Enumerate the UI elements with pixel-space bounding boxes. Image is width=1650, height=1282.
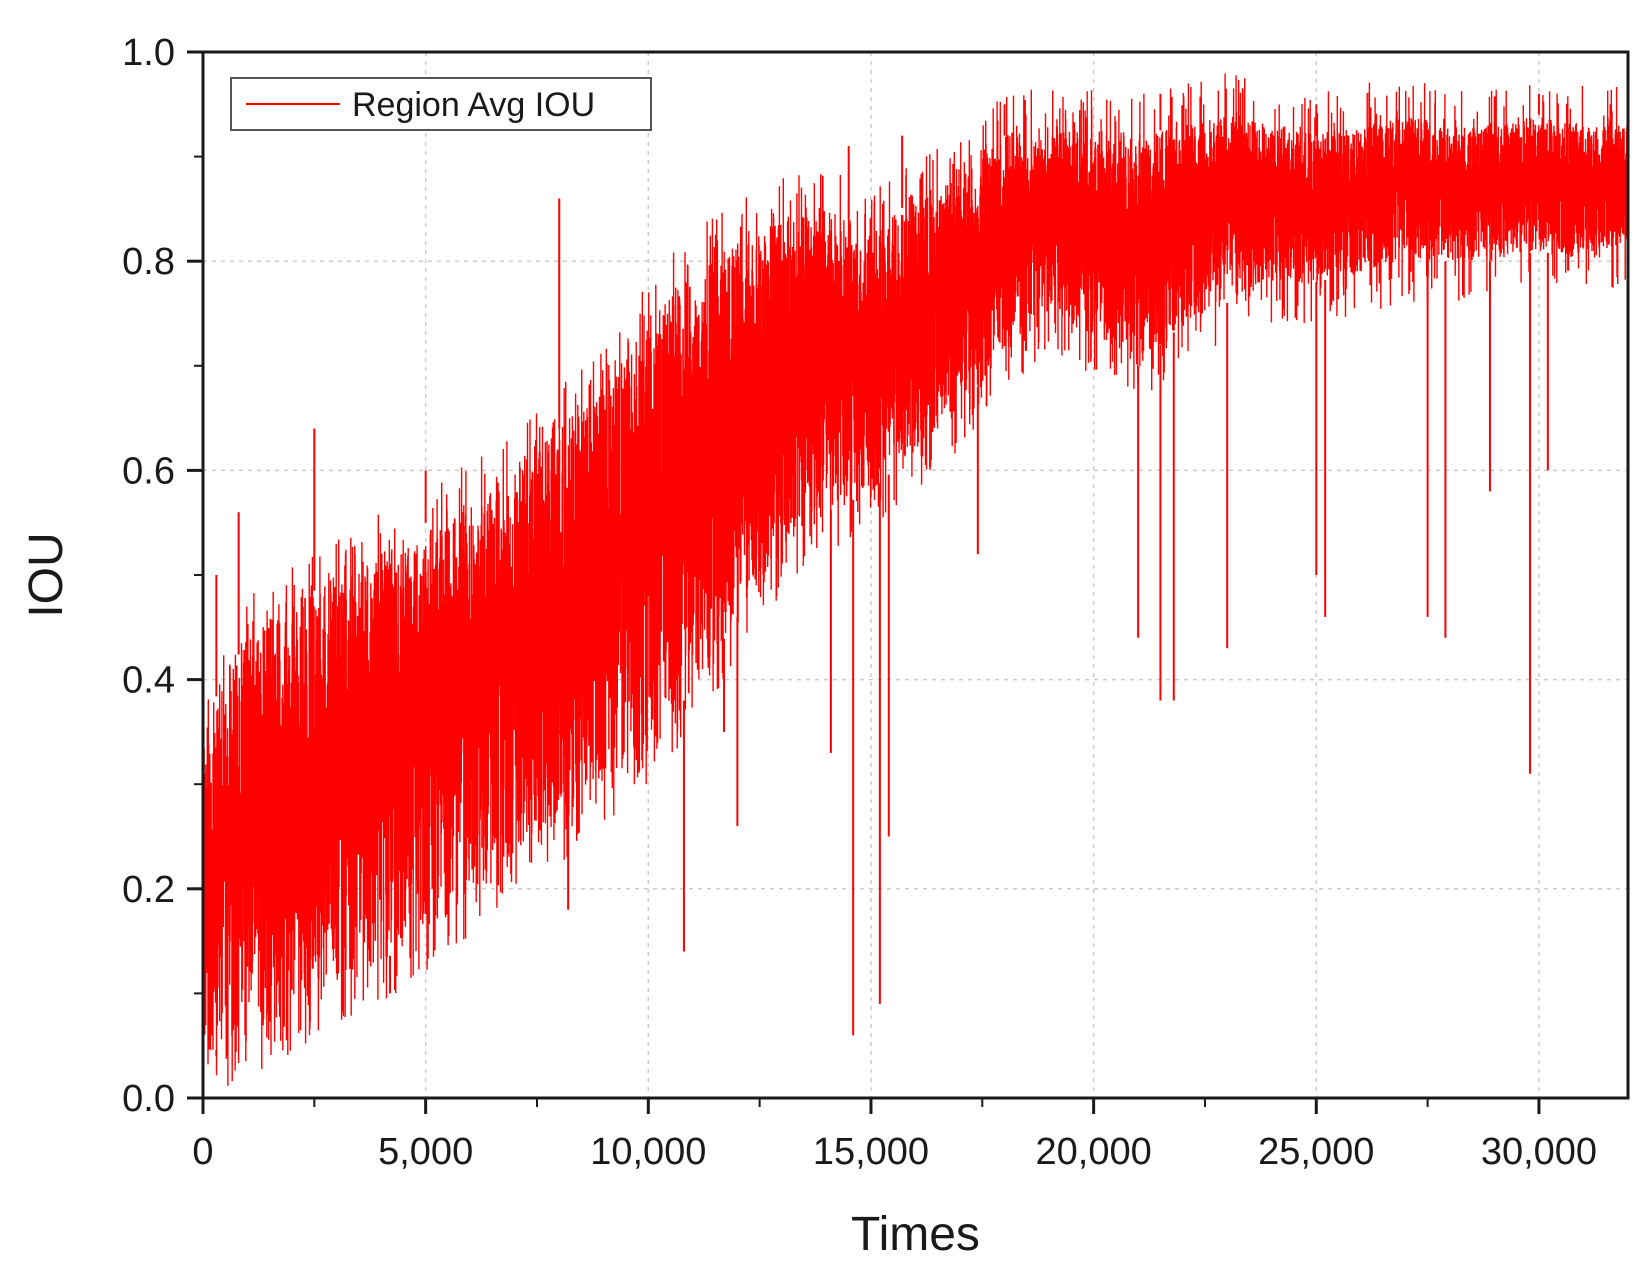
y-tick-label: 0.2 <box>122 869 175 911</box>
x-tick-label: 10,000 <box>590 1131 706 1173</box>
y-tick-label: 0.6 <box>122 450 175 492</box>
x-tick-label: 5,000 <box>378 1131 473 1173</box>
series-region-avg-iou <box>202 73 1629 1086</box>
y-tick-label: 1.0 <box>122 32 175 74</box>
legend: Region Avg IOU <box>230 77 652 131</box>
x-tick-label: 30,000 <box>1481 1131 1597 1173</box>
x-axis: 0 5,000 10,000 15,000 20,000 25,000 30,000 <box>192 1098 1597 1173</box>
x-tick-label: 15,000 <box>813 1131 929 1173</box>
x-tick-label: 0 <box>192 1131 213 1173</box>
y-axis-title: IOU <box>20 532 73 617</box>
y-tick-label: 0.0 <box>122 1078 175 1120</box>
x-tick-label: 25,000 <box>1258 1131 1374 1173</box>
y-axis: 0.0 0.2 0.4 0.6 0.8 1.0 <box>122 32 203 1120</box>
x-tick-label: 20,000 <box>1036 1131 1152 1173</box>
y-tick-label: 0.4 <box>122 660 175 702</box>
series-band <box>202 73 1629 1086</box>
y-tick-label: 0.8 <box>122 241 175 283</box>
legend-label: Region Avg IOU <box>352 86 595 124</box>
x-axis-title: Times <box>851 1208 980 1261</box>
